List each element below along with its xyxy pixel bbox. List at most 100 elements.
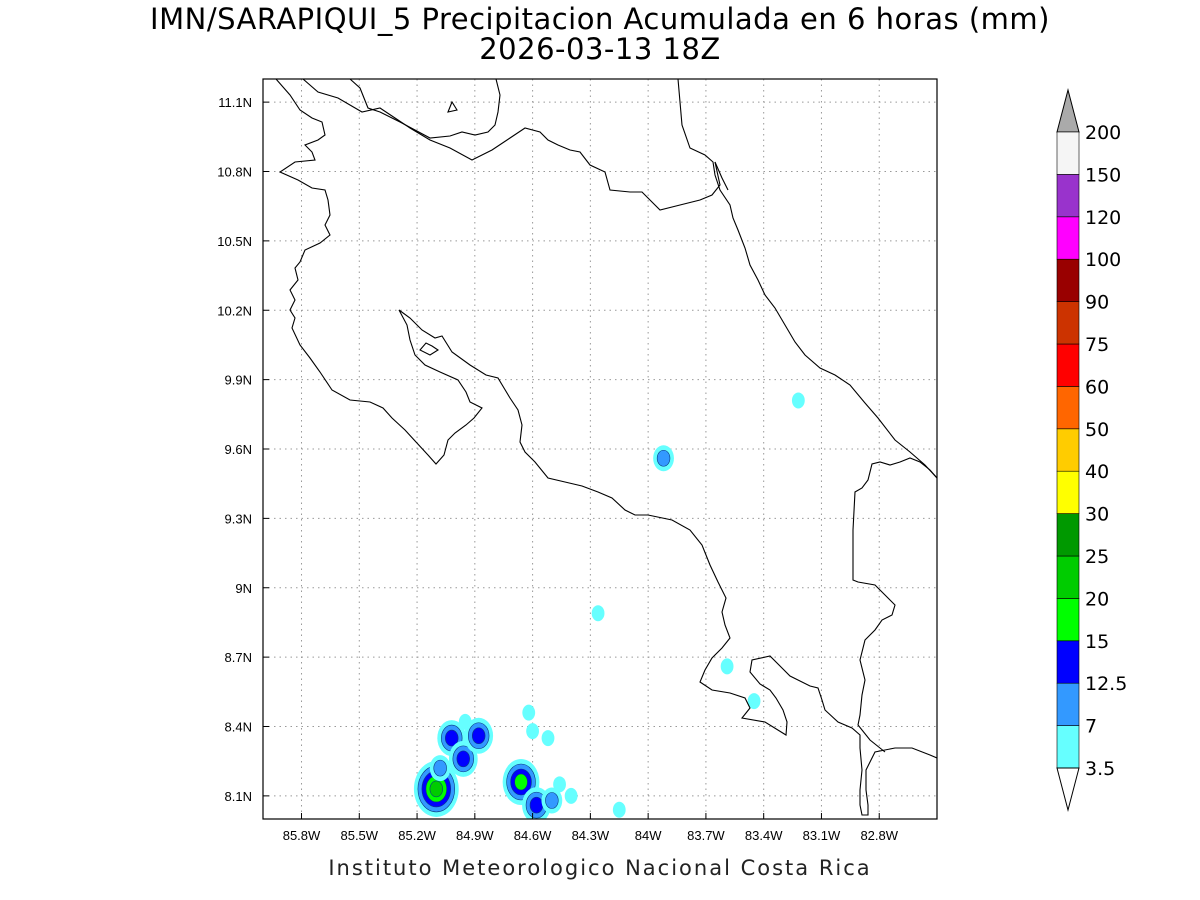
lon-tick-label: 83.1W <box>803 828 841 843</box>
colorbar-label: 3.5 <box>1085 758 1115 780</box>
lon-tick-label: 85.5W <box>340 828 378 843</box>
precip-contour <box>445 729 459 747</box>
precip-contour <box>529 796 544 814</box>
colorbar-swatch <box>1056 131 1080 175</box>
precip-contour <box>564 787 578 804</box>
precip-contour <box>612 801 626 818</box>
lon-tick-label: 84W <box>635 828 662 843</box>
colorbar-bottom-arrow <box>1056 767 1080 812</box>
lat-tick-label: 8.7N <box>225 650 252 665</box>
lon-tick-label: 84.9W <box>456 828 494 843</box>
colorbar-label: 15 <box>1085 631 1109 653</box>
lon-tick-label: 82.8W <box>860 828 898 843</box>
lat-tick-label: 8.1N <box>225 789 252 804</box>
colorbar-swatch <box>1056 598 1080 642</box>
colorbar-label: 30 <box>1085 504 1109 526</box>
colorbar-swatch <box>1056 258 1080 302</box>
colorbar-swatch <box>1056 343 1080 387</box>
island-small <box>447 100 458 113</box>
lat-tick-label: 9.6N <box>225 442 252 457</box>
colorbar-label: 75 <box>1085 334 1109 356</box>
precip-cell <box>612 801 626 818</box>
precip-contour <box>433 759 447 777</box>
precip-cell <box>526 723 539 740</box>
precip-contour <box>522 704 536 721</box>
colorbar-label: 60 <box>1085 376 1109 398</box>
colorbar-label: 200 <box>1085 122 1121 144</box>
lat-tick-label: 10.2N <box>217 303 252 318</box>
colorbar-swatch <box>1056 174 1080 218</box>
colorbar-swatch <box>1056 470 1080 514</box>
lon-tick-label: 83.7W <box>687 828 725 843</box>
precip-contour <box>656 449 671 467</box>
precip-contour <box>791 392 805 409</box>
lat-tick-label: 10.8N <box>217 165 252 180</box>
coastline-nicaragua-south <box>302 79 721 211</box>
coastline-northeast <box>677 79 937 479</box>
coastline-main <box>275 79 937 816</box>
precip-cell <box>553 776 566 793</box>
colorbar-label: 50 <box>1085 419 1109 441</box>
colorbar-swatch <box>1056 640 1080 684</box>
precip-contour <box>591 605 605 622</box>
lat-tick-label: 11.1N <box>218 95 252 110</box>
precip-contour <box>456 750 470 768</box>
precip-cell <box>591 605 605 622</box>
precip-contour <box>545 792 559 809</box>
lat-tick-label: 9N <box>235 581 252 596</box>
colorbar-swatch <box>1056 428 1080 472</box>
colorbar-label: 90 <box>1085 292 1109 314</box>
precip-cell <box>564 787 578 804</box>
lon-tick-label: 84.3W <box>572 828 610 843</box>
axis-ticks: 85.8W 85.5W 85.2W 84.9W 84.6W 84.3W 84W 83.7W 83… <box>217 95 898 843</box>
colorbar-swatch <box>1056 513 1080 557</box>
colorbar: 3.5 7 12.5 15 20 25 30 40 50 60 75 90 100 120 150 200 <box>1056 88 1127 812</box>
map-title: IMN/SARAPIQUI_5 Precipitacion Acumulada … <box>150 2 1050 36</box>
colorbar-swatch <box>1056 301 1080 345</box>
colorbar-swatch <box>1056 216 1080 260</box>
coastline <box>275 79 937 816</box>
coastline-caribbean <box>852 457 937 753</box>
colorbar-swatch <box>1056 725 1080 769</box>
lat-tick-label: 9.3N <box>225 511 252 526</box>
lon-tick-label: 85.8W <box>283 828 321 843</box>
colorbar-swatch <box>1056 386 1080 430</box>
precip-contour <box>553 776 566 793</box>
colorbar-swatch <box>1056 682 1080 726</box>
lon-tick-label: 84.6W <box>514 828 552 843</box>
precip-cell <box>791 392 805 409</box>
precip-contour <box>458 713 472 730</box>
institution-credit: Instituto Meteorologico Nacional Costa R… <box>328 856 872 880</box>
precip-contour <box>720 658 734 675</box>
precip-cell <box>429 755 451 782</box>
precipitation-field <box>413 392 805 819</box>
precip-contour <box>526 723 539 740</box>
colorbar-label: 20 <box>1085 588 1109 610</box>
precip-contour <box>747 693 761 710</box>
colorbar-label: 100 <box>1085 249 1121 271</box>
colorbar-label: 25 <box>1085 546 1109 568</box>
precip-cell <box>522 704 536 721</box>
colorbar-swatch <box>1056 555 1080 599</box>
colorbar-label: 12.5 <box>1085 673 1127 695</box>
colorbar-label: 40 <box>1085 461 1109 483</box>
precip-cell <box>747 693 761 710</box>
lon-tick-label: 85.2W <box>398 828 436 843</box>
map-subtitle-date: 2026-03-13 18Z <box>479 32 721 66</box>
colorbar-label: 120 <box>1085 207 1121 229</box>
precip-cell <box>464 717 494 754</box>
coastline-nw <box>714 161 729 191</box>
lat-tick-label: 8.4N <box>225 720 252 735</box>
colorbar-top-arrow <box>1056 88 1080 133</box>
lat-tick-label: 9.9N <box>225 373 252 388</box>
lat-tick-label: 10.5N <box>217 234 252 249</box>
lon-tick-label: 83.4W <box>745 828 783 843</box>
precip-contour <box>541 730 555 747</box>
precip-cell <box>541 730 555 747</box>
precip-contour <box>471 727 486 745</box>
map-gridlines <box>263 79 937 819</box>
precip-cell <box>541 787 563 814</box>
colorbar-label: 7 <box>1085 716 1097 738</box>
island-gulf <box>419 342 440 356</box>
